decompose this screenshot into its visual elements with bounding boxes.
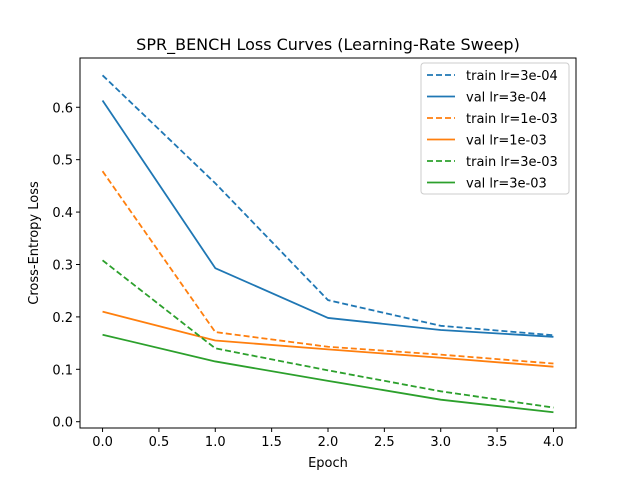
y-axis-ticks: 0.0 0.1 0.2 0.3 0.4 0.5 0.6 (52, 101, 80, 431)
legend: train lr=3e-04 val lr=3e-04 train lr=1e-03… (420, 62, 570, 195)
y-tick-label: 0.3 (52, 258, 73, 273)
y-tick-label: 0.2 (52, 311, 73, 326)
y-axis-label: Cross-Entropy Loss (27, 181, 42, 305)
y-tick-label: 0.0 (52, 416, 73, 431)
x-tick-label: 2.5 (374, 435, 395, 450)
x-tick-label: 4.0 (543, 435, 564, 450)
series-line-1 (101, 74, 554, 337)
series-line-6 (102, 333, 554, 414)
x-tick-label: 0.0 (92, 435, 113, 450)
y-tick-label: 0.1 (52, 363, 73, 378)
series-line-4 (102, 310, 554, 368)
legend-label: val lr=3e-03 (466, 177, 547, 192)
x-tick-label: 3.0 (430, 435, 451, 450)
x-tick-label: 0.5 (149, 435, 170, 450)
y-tick-label: 0.5 (52, 154, 73, 169)
series-line-5 (101, 259, 554, 409)
x-axis-label: Epoch (308, 456, 348, 471)
legend-label: val lr=3e-04 (466, 91, 547, 106)
legend-label: val lr=1e-03 (466, 134, 547, 149)
legend-box (420, 62, 570, 195)
x-axis-ticks: 0.0 0.5 1.0 1.5 2.0 2.5 3.0 3.5 4.0 (92, 428, 564, 450)
x-tick-label: 3.5 (487, 435, 508, 450)
x-tick-label: 1.5 (261, 435, 282, 450)
chart-title: SPR_BENCH Loss Curves (Learning-Rate Swe… (136, 35, 520, 55)
series-line-3 (101, 170, 554, 365)
plot-lines (101, 74, 554, 414)
legend-label: train lr=1e-03 (466, 112, 558, 127)
y-tick-label: 0.6 (52, 101, 73, 116)
y-tick-label: 0.4 (52, 206, 73, 221)
x-tick-label: 1.0 (205, 435, 226, 450)
legend-label: train lr=3e-04 (466, 69, 558, 84)
x-tick-label: 2.0 (318, 435, 339, 450)
series-line-2 (101, 99, 554, 338)
legend-label: train lr=3e-03 (466, 155, 558, 170)
